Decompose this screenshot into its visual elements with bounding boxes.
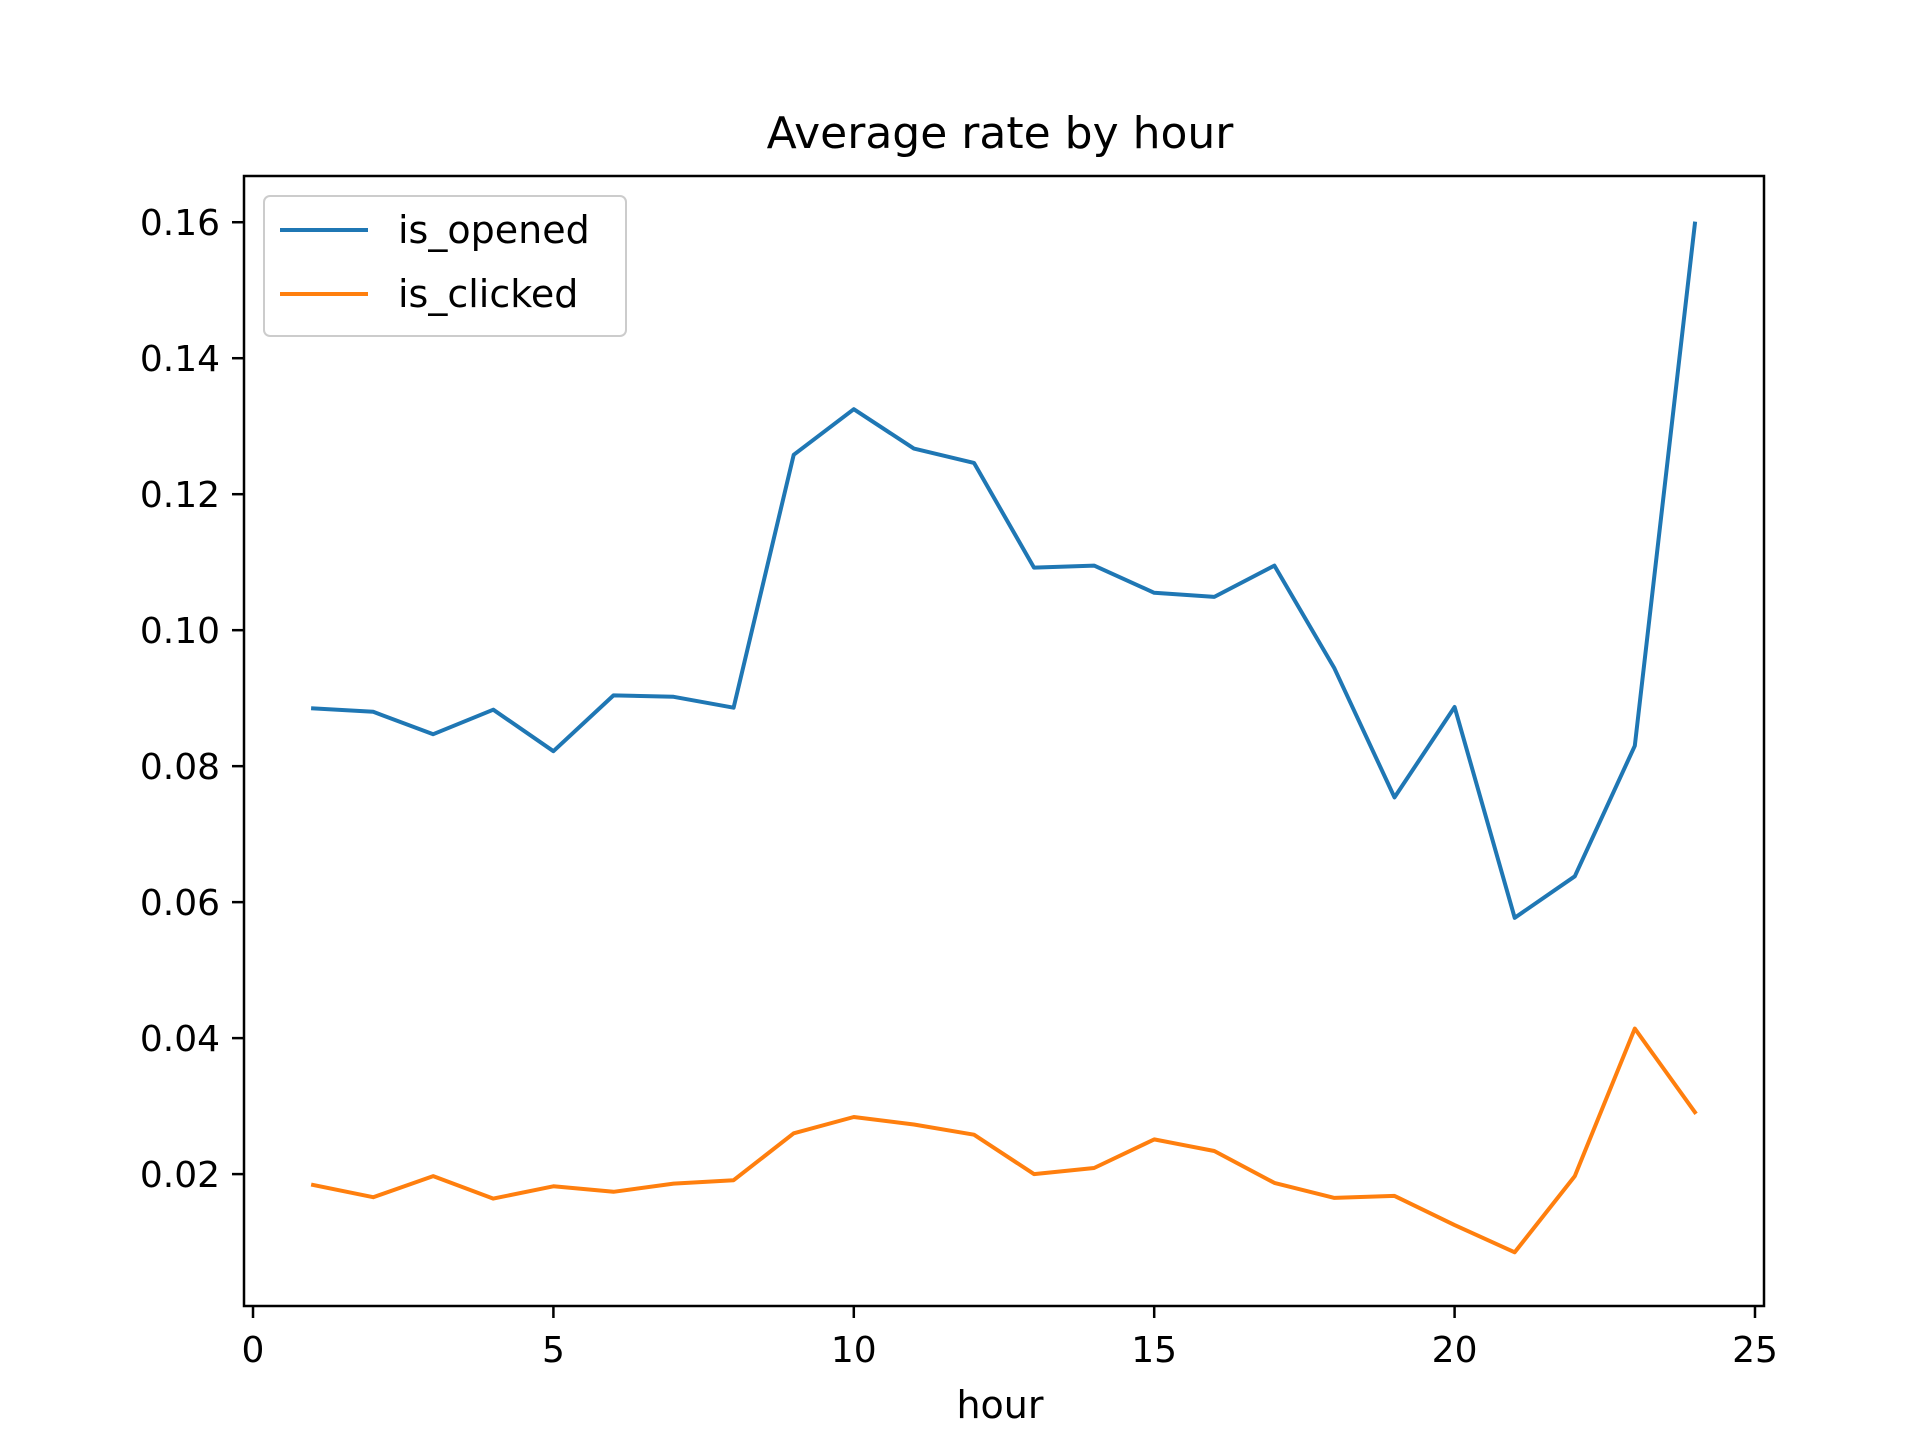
x-tick-label: 15: [1131, 1330, 1177, 1371]
x-tick-label: 0: [242, 1330, 265, 1371]
y-tick-label: 0.16: [140, 203, 220, 244]
y-tick-label: 0.10: [140, 611, 220, 652]
y-tick-label: 0.14: [140, 339, 220, 380]
y-tick-label: 0.12: [140, 475, 220, 516]
legend-label-is-opened: is_opened: [398, 208, 590, 252]
plot-area: 0 5 10 15 20 25 0.02 0.04 0.06 0.08 0.10 0.12 0.14 0.…: [140, 174, 1778, 1371]
series-line-is-opened: [310, 221, 1698, 920]
x-tick-label: 5: [542, 1330, 565, 1371]
series-line-is-clicked: [310, 1026, 1698, 1255]
y-tick-label: 0.04: [140, 1019, 220, 1060]
legend: is_opened is_clicked: [263, 195, 627, 337]
y-tick-label: 0.02: [140, 1155, 220, 1196]
axes-frame: [242, 174, 1766, 1308]
x-tick-label: 10: [831, 1330, 877, 1371]
x-axis-label: hour: [956, 1383, 1043, 1427]
legend-label-is-clicked: is_clicked: [398, 272, 578, 316]
chart-title: Average rate by hour: [767, 108, 1235, 159]
x-tick-label: 20: [1432, 1330, 1478, 1371]
y-tick-label: 0.06: [140, 883, 220, 924]
x-tick-label: 25: [1732, 1330, 1778, 1371]
y-tick-label: 0.08: [140, 747, 220, 788]
